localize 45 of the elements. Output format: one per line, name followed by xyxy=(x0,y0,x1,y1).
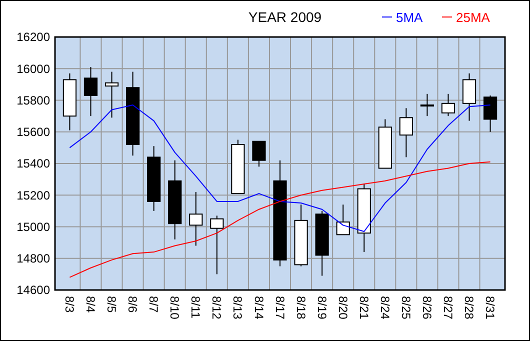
x-tick-label: 8/19 xyxy=(314,296,329,320)
y-tick-label: 15000 xyxy=(16,220,50,234)
candlestick xyxy=(420,93,434,117)
chart-title: YEAR 2009 xyxy=(248,9,322,25)
x-tick-label: 8/3 xyxy=(62,296,77,314)
x-tick-label: 8/10 xyxy=(168,296,182,320)
x-tick-label: 8/17 xyxy=(272,296,287,320)
legend-label: 5MA xyxy=(396,10,424,25)
x-tick-label: 8/13 xyxy=(230,296,245,320)
x-tick-label: 8/18 xyxy=(294,296,308,320)
candlestick xyxy=(252,140,266,168)
y-tick-label: 15800 xyxy=(16,93,50,108)
x-tick-label: 8/12 xyxy=(210,296,224,320)
x-tick-label: 8/5 xyxy=(104,296,119,314)
y-tick-label: 15200 xyxy=(16,188,50,202)
y-tick-label: 14600 xyxy=(16,283,50,298)
legend-label: 25MA xyxy=(456,10,490,25)
x-tick-label: 8/25 xyxy=(398,296,413,320)
candlestick xyxy=(189,191,203,246)
x-tick-label: 8/31 xyxy=(483,296,498,320)
x-tick-label: 8/11 xyxy=(188,296,203,319)
x-tick-label: 8/26 xyxy=(420,296,434,320)
x-tick-label: 8/24 xyxy=(378,296,392,320)
candlestick xyxy=(483,95,498,132)
x-tick-label: 8/6 xyxy=(126,296,140,314)
y-tick-label: 15600 xyxy=(16,125,50,140)
candlestick xyxy=(336,204,350,236)
line-series xyxy=(69,161,491,278)
x-tick-label: 8/14 xyxy=(252,296,266,320)
x-tick-label: 8/7 xyxy=(146,296,161,314)
y-tick-label: 16200 xyxy=(16,30,50,44)
candlestick xyxy=(441,93,456,117)
x-tick-label: 8/28 xyxy=(462,296,476,320)
candlestick xyxy=(210,215,224,275)
candlestick xyxy=(84,66,98,117)
y-tick-label: 14800 xyxy=(16,252,50,266)
y-tick-label: 15400 xyxy=(16,156,50,171)
y-tick-label: 16000 xyxy=(16,62,50,76)
x-tick-label: 8/20 xyxy=(336,296,350,320)
candlestick xyxy=(104,71,119,118)
x-tick-label: 8/21 xyxy=(356,296,371,320)
candlestick xyxy=(399,108,413,158)
x-tick-label: 8/4 xyxy=(84,296,98,314)
x-tick-label: 8/27 xyxy=(441,296,456,320)
candlestick xyxy=(462,72,476,122)
